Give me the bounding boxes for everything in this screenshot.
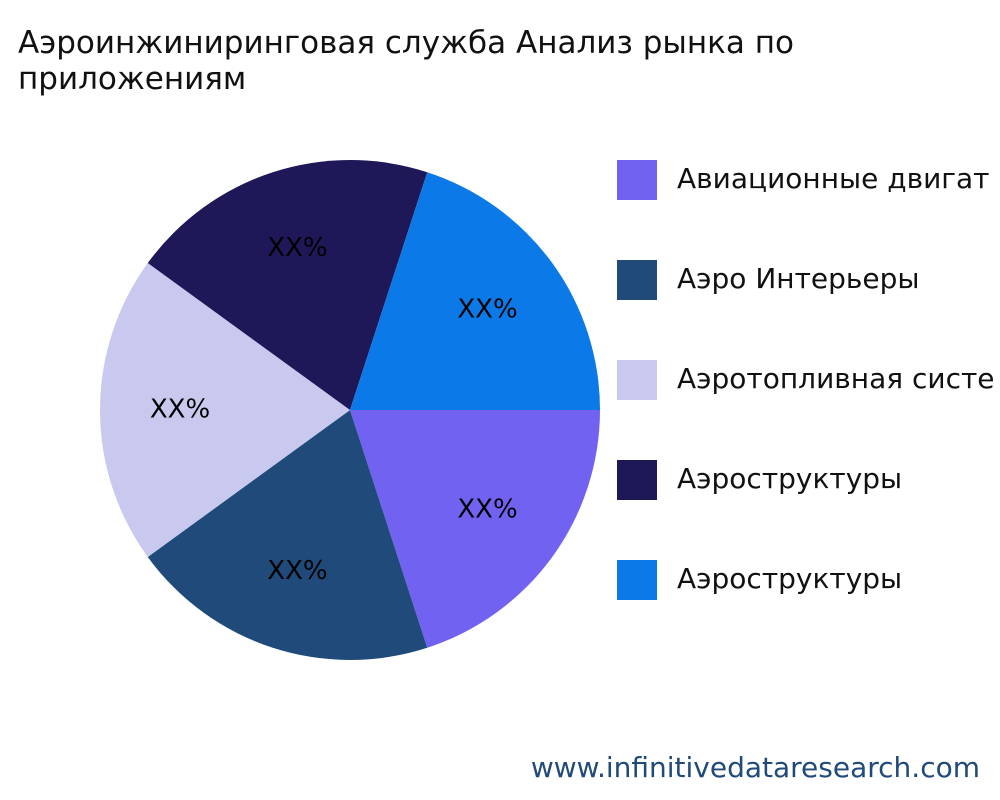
legend-label: Аэротопливная систе — [677, 362, 995, 395]
pie-slice — [350, 172, 600, 410]
legend-label: Аэроструктуры — [677, 462, 902, 495]
pie-slice — [147, 160, 428, 410]
pie-slice — [147, 410, 428, 660]
legend-label: Авиационные двигат — [677, 162, 989, 195]
slice-label: XX% — [457, 295, 517, 325]
legend-swatch — [617, 560, 657, 600]
pie-slice — [350, 410, 600, 648]
legend-label: Аэро Интерьеры — [677, 262, 920, 295]
title-box: Аэроинжиниринговая служба Анализ рынка п… — [18, 25, 794, 97]
legend-swatch — [617, 360, 657, 400]
slice-label: XX% — [150, 395, 210, 425]
legend-swatch — [617, 160, 657, 200]
chart-title: Аэроинжиниринговая служба Анализ рынка п… — [18, 25, 794, 97]
source: www.infinitivedataresearch.com — [531, 751, 980, 784]
slice-label: XX% — [457, 494, 517, 524]
legend-swatch — [617, 460, 657, 500]
slice-label: XX% — [267, 233, 327, 263]
legend-swatch — [617, 260, 657, 300]
legend-label: Аэроструктуры — [677, 562, 902, 595]
pie-slice — [100, 263, 350, 557]
slice-label: XX% — [267, 556, 327, 586]
